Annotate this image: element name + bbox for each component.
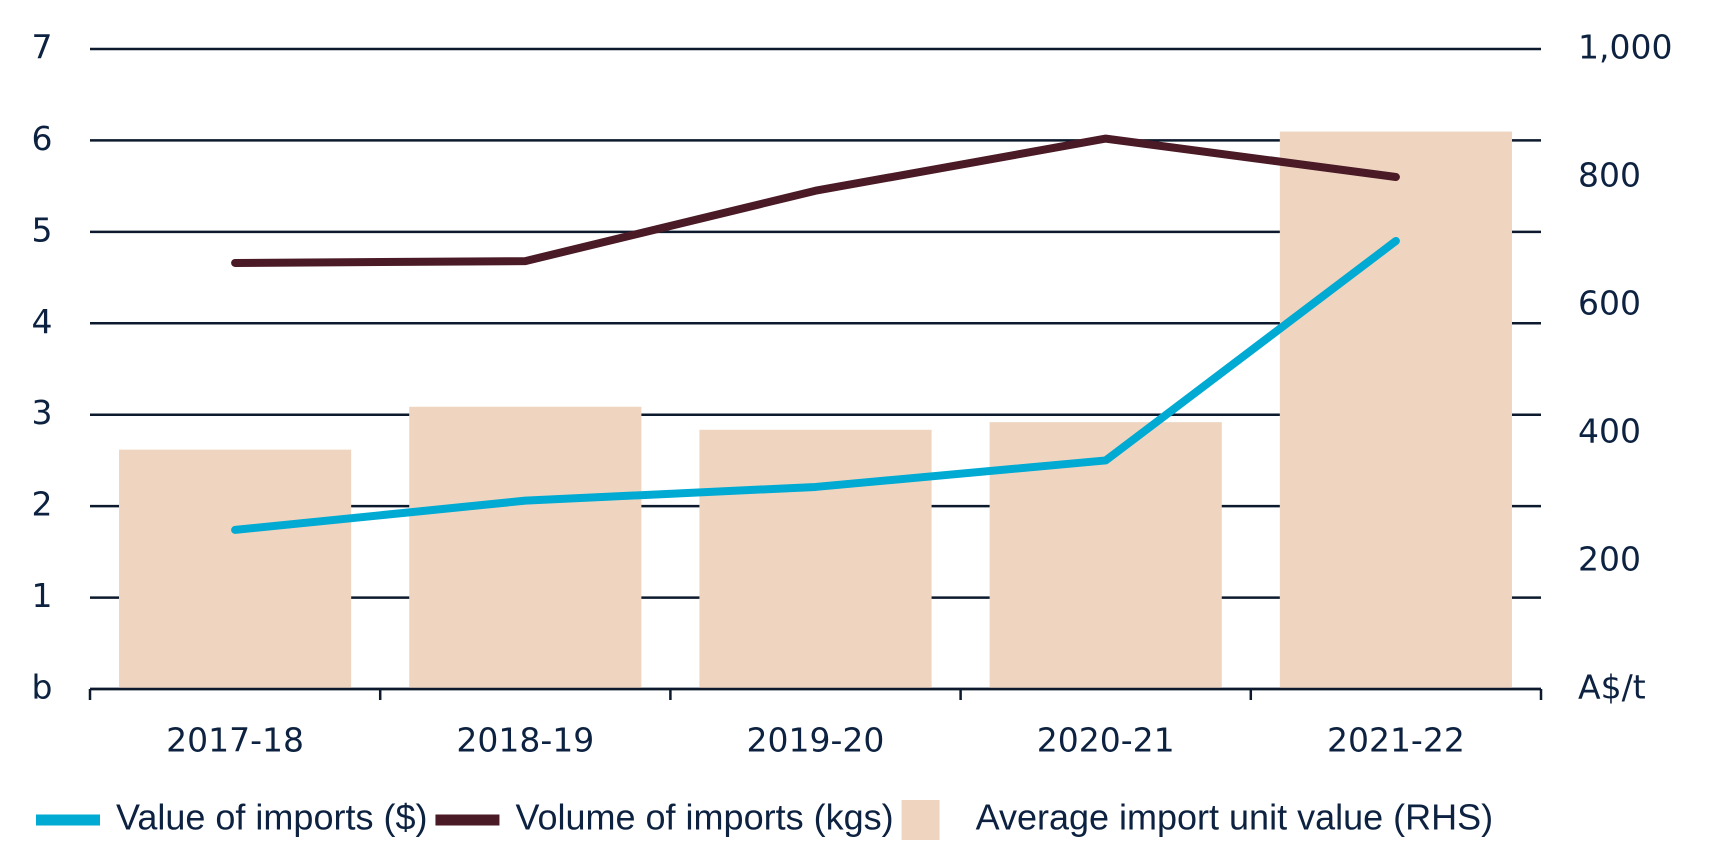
y-tick-label: 6 bbox=[32, 119, 53, 158]
x-tick-label: 2020-21 bbox=[1037, 721, 1175, 760]
line bbox=[231, 134, 1400, 267]
x-tick-label: 2021-22 bbox=[1327, 721, 1465, 760]
y2-tick-label: 600 bbox=[1578, 284, 1641, 323]
bar bbox=[699, 429, 932, 689]
bar bbox=[1279, 131, 1512, 689]
y-tick-label: 3 bbox=[32, 393, 53, 432]
y-tick-label: 1 bbox=[32, 576, 53, 615]
y2-tick-label: A$/t bbox=[1578, 668, 1646, 707]
y-tick-label: 4 bbox=[32, 302, 53, 341]
y-tick-label: 7 bbox=[32, 28, 53, 67]
bar bbox=[409, 406, 642, 689]
y-tick-label: 2 bbox=[32, 485, 53, 524]
x-tick-label: 2018-19 bbox=[456, 721, 594, 760]
legend-label: Volume of imports (kgs) bbox=[515, 797, 893, 838]
legend-swatch bbox=[901, 800, 940, 840]
line bbox=[231, 237, 1400, 534]
y2-tick-label: 800 bbox=[1578, 156, 1641, 195]
x-tick-label: 2017-18 bbox=[166, 721, 304, 760]
legend-label: Average import unit value (RHS) bbox=[976, 797, 1494, 838]
y2-tick-label: 200 bbox=[1578, 540, 1641, 579]
legend-label: Value of imports ($) bbox=[116, 797, 427, 838]
x-tick-label: 2019-20 bbox=[747, 721, 885, 760]
bar bbox=[119, 449, 352, 689]
y-tick-label: b bbox=[32, 668, 53, 707]
y2-tick-label: 1,000 bbox=[1578, 28, 1672, 67]
y2-tick-label: 400 bbox=[1578, 412, 1641, 451]
y-tick-label: 5 bbox=[32, 210, 53, 249]
